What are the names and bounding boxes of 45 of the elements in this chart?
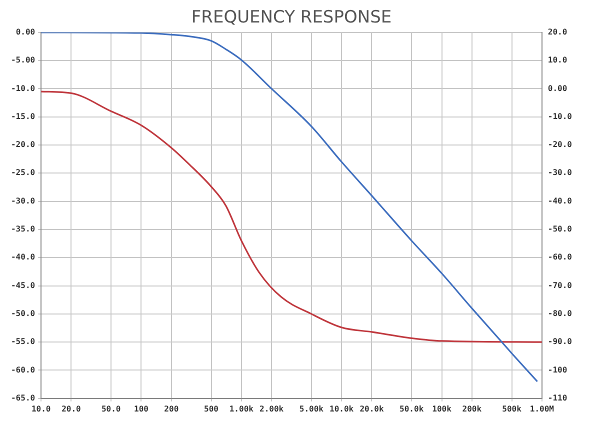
y-tick-label: -45.0 — [10, 280, 36, 290]
chart-title: FREQUENCY RESPONSE — [191, 8, 392, 28]
x-tick-label: 20.0 — [62, 404, 82, 414]
y2-tick-label: -20.0 — [548, 140, 572, 150]
y2-tick-label: -100 — [548, 365, 568, 374]
y-tick-label: -30.0 — [10, 196, 36, 206]
y-tick-label: -60.0 — [10, 365, 36, 374]
y2-tick-label: -80.0 — [548, 309, 572, 318]
y-tick-label: -55.0 — [10, 337, 36, 346]
y2-tick-label: -90.0 — [548, 337, 572, 346]
x-tick-label: 10.0k — [330, 404, 354, 414]
y-tick-label: -20.0 — [10, 140, 36, 150]
y2-tick-label: -40.0 — [548, 196, 572, 206]
y2-tick-label: 10.0 — [548, 56, 568, 65]
x-tick-label: 500 — [204, 404, 219, 414]
x-tick-label: 200 — [164, 404, 179, 414]
x-tick-label: 50.0k — [400, 404, 424, 414]
x-tick-label: 2.00k — [260, 404, 284, 414]
y2-tick-label: -110 — [548, 393, 568, 402]
x-tick-label: 100k — [432, 404, 452, 414]
y-tick-label: -40.0 — [10, 252, 36, 262]
y-tick-label: -50.0 — [10, 309, 36, 318]
x-tick-label: 200k — [462, 404, 482, 414]
y-tick-label: -35.0 — [10, 224, 36, 234]
x-tick-label: 20.0k — [360, 404, 384, 414]
y-tick-label: -5.00 — [10, 56, 36, 65]
y2-tick-label: -60.0 — [548, 252, 572, 262]
y2-tick-label: -50.0 — [548, 224, 572, 234]
y2-tick-label: -70.0 — [548, 280, 572, 290]
y2-tick-label: -30.0 — [548, 168, 572, 178]
y2-tick-label: 20.0 — [548, 27, 568, 36]
y2-tick-label: -10.0 — [548, 112, 572, 121]
y-tick-label: -25.0 — [10, 168, 36, 178]
x-tick-label: 10.0 — [31, 404, 51, 414]
x-tick-label: 5.00k — [299, 404, 324, 414]
y-tick-label: -65.0 — [10, 393, 36, 402]
x-tick-label: 1.00M — [530, 404, 554, 414]
y-tick-label: -15.0 — [10, 112, 36, 121]
y-tick-label: 0.00 — [16, 27, 36, 36]
x-tick-label: 50.0 — [101, 404, 121, 414]
x-tick-label: 1.00k — [229, 404, 254, 414]
y2-tick-label: 0.00 — [548, 84, 568, 93]
x-tick-label: 100 — [134, 404, 149, 414]
y-tick-label: -10.0 — [10, 84, 36, 93]
x-tick-label: 500k — [502, 404, 522, 414]
